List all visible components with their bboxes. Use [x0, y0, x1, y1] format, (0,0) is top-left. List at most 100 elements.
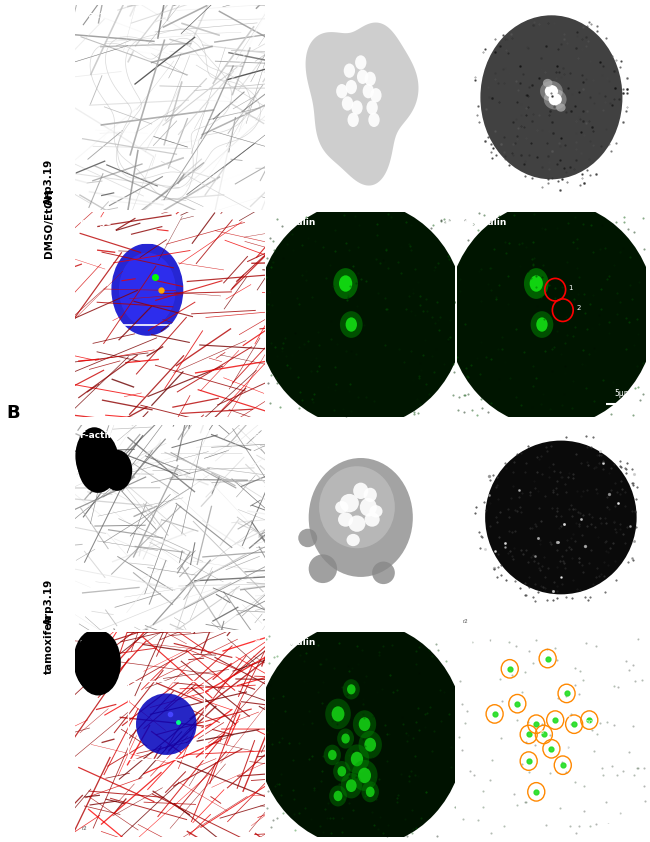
Text: b: b	[444, 431, 450, 440]
Text: 5μm: 5μm	[615, 389, 632, 398]
Ellipse shape	[298, 529, 317, 547]
Ellipse shape	[355, 56, 367, 70]
Text: γ-tubulin: γ-tubulin	[460, 638, 507, 647]
Text: 15: 15	[548, 787, 555, 792]
Text: 1: 1	[521, 664, 525, 669]
Text: d: d	[254, 638, 259, 647]
Ellipse shape	[369, 505, 383, 518]
Ellipse shape	[335, 501, 348, 514]
Text: 6: 6	[548, 720, 551, 725]
Ellipse shape	[365, 512, 380, 527]
Text: 5μm: 5μm	[615, 809, 632, 818]
Text: 7: 7	[567, 716, 571, 721]
Ellipse shape	[333, 268, 358, 299]
Text: e: e	[444, 218, 450, 226]
Text: γ-tubulin: γ-tubulin	[460, 218, 507, 226]
Ellipse shape	[480, 15, 623, 179]
Ellipse shape	[370, 88, 382, 103]
Text: 8: 8	[540, 730, 544, 735]
Ellipse shape	[540, 81, 563, 101]
Ellipse shape	[353, 711, 376, 738]
Ellipse shape	[447, 201, 650, 427]
Text: DAPI: DAPI	[270, 11, 294, 20]
Text: c: c	[636, 431, 640, 440]
Text: 1: 1	[569, 285, 573, 290]
Ellipse shape	[328, 749, 337, 760]
Ellipse shape	[346, 780, 357, 792]
Ellipse shape	[346, 80, 357, 94]
Ellipse shape	[369, 113, 380, 127]
Ellipse shape	[361, 781, 379, 802]
Ellipse shape	[365, 738, 376, 752]
Ellipse shape	[332, 706, 344, 722]
Ellipse shape	[359, 731, 382, 759]
Ellipse shape	[346, 317, 357, 332]
Ellipse shape	[348, 515, 365, 532]
Text: a: a	[254, 431, 259, 440]
Ellipse shape	[485, 440, 636, 594]
Ellipse shape	[348, 113, 359, 127]
Ellipse shape	[363, 488, 377, 502]
Ellipse shape	[360, 498, 377, 516]
Text: a: a	[254, 11, 259, 20]
Text: 5: 5	[578, 689, 582, 694]
Ellipse shape	[75, 427, 113, 485]
Ellipse shape	[309, 458, 413, 577]
Text: r2: r2	[462, 619, 468, 624]
Ellipse shape	[536, 317, 548, 332]
Text: B: B	[6, 404, 20, 422]
Text: 10: 10	[586, 720, 593, 725]
Text: 2: 2	[576, 305, 580, 312]
Text: F-actin: F-actin	[79, 431, 114, 440]
Ellipse shape	[530, 312, 553, 338]
Ellipse shape	[102, 450, 132, 491]
Ellipse shape	[324, 744, 341, 765]
Text: c: c	[636, 11, 640, 20]
Text: d: d	[254, 218, 259, 226]
Text: A: A	[6, 0, 20, 2]
Ellipse shape	[545, 85, 558, 98]
Text: 4: 4	[506, 709, 510, 714]
Bar	[109, 242, 195, 324]
Ellipse shape	[340, 494, 359, 512]
Ellipse shape	[524, 268, 549, 299]
Ellipse shape	[333, 761, 350, 781]
Ellipse shape	[343, 679, 360, 700]
Ellipse shape	[358, 768, 371, 783]
Text: r2: r2	[81, 826, 87, 831]
Text: γ-tubulin: γ-tubulin	[270, 218, 317, 226]
Ellipse shape	[319, 466, 395, 548]
Ellipse shape	[351, 100, 363, 115]
Text: DMSO/EtOH: DMSO/EtOH	[44, 189, 54, 258]
Ellipse shape	[359, 717, 370, 731]
Text: f: f	[637, 638, 640, 647]
Text: 10μm: 10μm	[610, 183, 632, 192]
Ellipse shape	[75, 630, 121, 695]
Ellipse shape	[352, 760, 378, 791]
Ellipse shape	[136, 694, 196, 755]
Text: γ-tubulin: γ-tubulin	[270, 638, 317, 647]
Ellipse shape	[372, 562, 395, 584]
Ellipse shape	[344, 63, 355, 77]
Ellipse shape	[342, 96, 353, 110]
Ellipse shape	[257, 621, 465, 842]
Text: γ-tubulin: γ-tubulin	[460, 431, 507, 440]
Text: Arp3.19: Arp3.19	[44, 158, 54, 205]
Ellipse shape	[337, 766, 346, 776]
Ellipse shape	[333, 791, 343, 802]
Bar	[129, 681, 204, 759]
Text: F-actin: F-actin	[79, 11, 114, 20]
Ellipse shape	[530, 275, 543, 291]
Ellipse shape	[257, 201, 465, 427]
Ellipse shape	[329, 786, 347, 807]
Ellipse shape	[73, 630, 115, 691]
Ellipse shape	[337, 728, 354, 749]
Text: b: b	[444, 11, 450, 20]
Ellipse shape	[549, 93, 562, 105]
Text: e: e	[444, 638, 450, 647]
Ellipse shape	[366, 786, 374, 797]
Text: merge: merge	[79, 218, 112, 226]
Text: 9: 9	[555, 730, 559, 735]
Text: 20μm: 20μm	[601, 603, 623, 612]
Ellipse shape	[544, 89, 567, 109]
